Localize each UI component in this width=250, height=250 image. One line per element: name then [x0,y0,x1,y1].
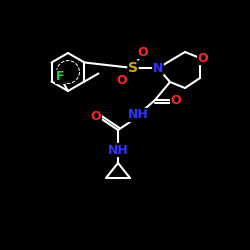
Text: F: F [56,70,64,84]
Text: O: O [171,94,181,106]
Text: S: S [128,61,138,75]
Text: O: O [138,46,148,59]
Text: O: O [117,74,127,86]
Text: NH: NH [128,108,148,122]
Text: N: N [153,62,163,74]
Text: O: O [91,110,101,122]
Text: NH: NH [108,144,128,156]
Text: O: O [198,52,208,64]
